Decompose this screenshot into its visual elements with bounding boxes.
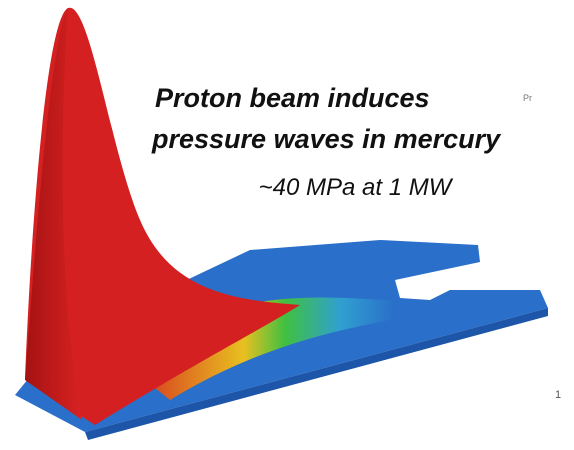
- fragment-text: 1: [555, 389, 561, 401]
- pressure-peak: [25, 7, 300, 425]
- peak-shade: [25, 8, 82, 420]
- caption-line: ~40 MPa at 1 MW: [259, 174, 454, 201]
- plate-edge: [85, 308, 548, 440]
- caption-line: pressure waves in mercury: [151, 124, 502, 154]
- fragment-text: Pr: [523, 93, 532, 103]
- mercury-target: [15, 7, 548, 440]
- caption-line: Proton beam induces: [155, 83, 430, 113]
